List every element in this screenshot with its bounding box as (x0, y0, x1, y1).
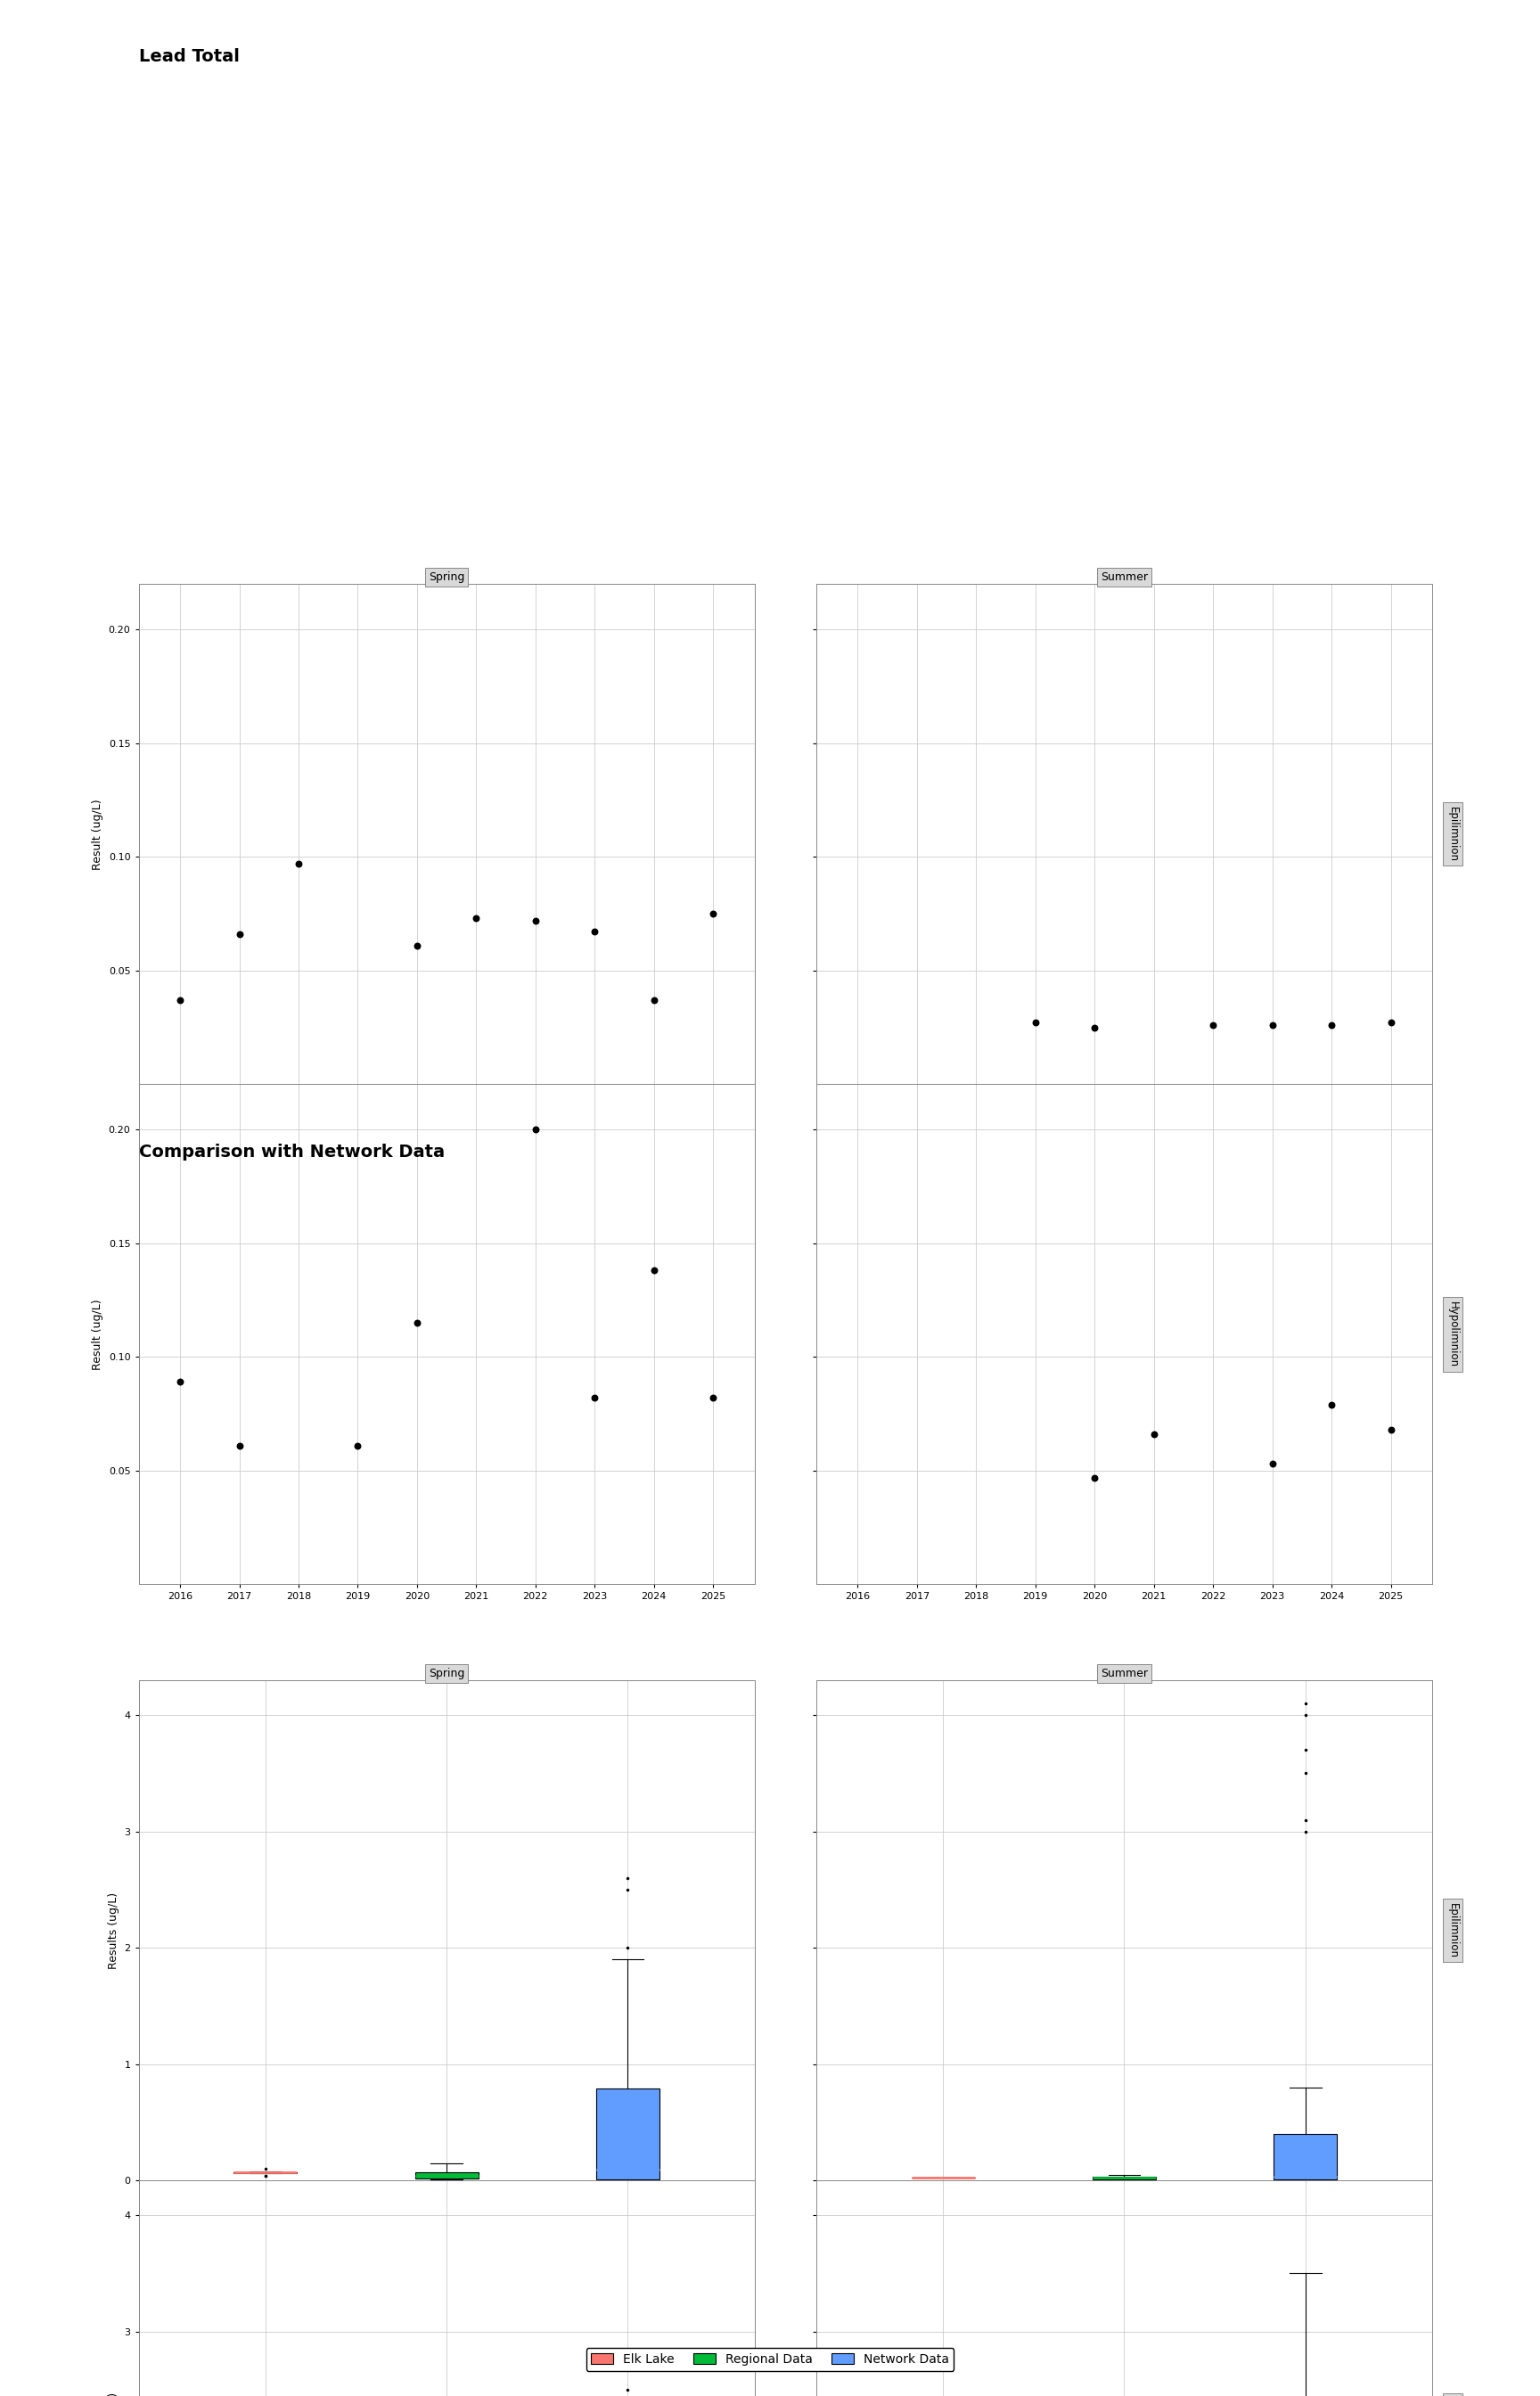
Text: Lead Total: Lead Total (139, 48, 239, 65)
Point (168, 1363, 192, 1402)
Point (642, 980, 667, 1018)
Point (405, 1303, 430, 1342)
Point (1023, 1004, 1047, 1042)
Point (1260, 1006, 1284, 1045)
Point (1201, 1006, 1226, 1045)
Point (1378, 1004, 1403, 1042)
Y-axis label: Results (ug/L): Results (ug/L) (108, 2391, 119, 2396)
Y-axis label: Hypolimnion: Hypolimnion (1448, 1301, 1458, 1368)
Title: Summer: Summer (1101, 570, 1147, 582)
Title: Spring: Spring (428, 570, 465, 582)
Point (701, 894, 725, 932)
PathPatch shape (1274, 2135, 1337, 2180)
PathPatch shape (596, 2089, 659, 2178)
Point (582, 1378, 607, 1416)
Point (1260, 1445, 1284, 1483)
Y-axis label: Epilimnion: Epilimnion (1448, 1902, 1458, 1958)
Point (1083, 1009, 1107, 1047)
Point (168, 980, 192, 1018)
Point (524, 1109, 548, 1148)
Point (1320, 1385, 1344, 1423)
Point (464, 898, 488, 937)
Y-axis label: Results (ug/L): Results (ug/L) (108, 1893, 119, 1970)
Point (226, 1426, 251, 1464)
Point (1141, 1416, 1166, 1454)
Legend: Elk Lake, Regional Data, Network Data: Elk Lake, Regional Data, Network Data (587, 2348, 953, 2370)
Point (345, 1426, 370, 1464)
Point (1378, 1411, 1403, 1450)
Title: Summer: Summer (1101, 1668, 1147, 1680)
Point (286, 843, 311, 882)
PathPatch shape (1092, 2176, 1157, 2178)
Y-axis label: Result (ug/L): Result (ug/L) (92, 1299, 103, 1371)
Point (1083, 1459, 1107, 1498)
Y-axis label: Epilimnion: Epilimnion (1448, 807, 1458, 863)
Text: Comparison with Network Data: Comparison with Network Data (139, 1143, 445, 1162)
Point (524, 901, 548, 939)
Title: Spring: Spring (428, 1668, 465, 1680)
Y-axis label: Result (ug/L): Result (ug/L) (92, 798, 103, 870)
Point (642, 1251, 667, 1289)
Point (582, 913, 607, 951)
PathPatch shape (414, 2171, 479, 2178)
Point (226, 915, 251, 954)
Point (701, 1378, 725, 1416)
Point (1320, 1006, 1344, 1045)
Point (405, 927, 430, 966)
